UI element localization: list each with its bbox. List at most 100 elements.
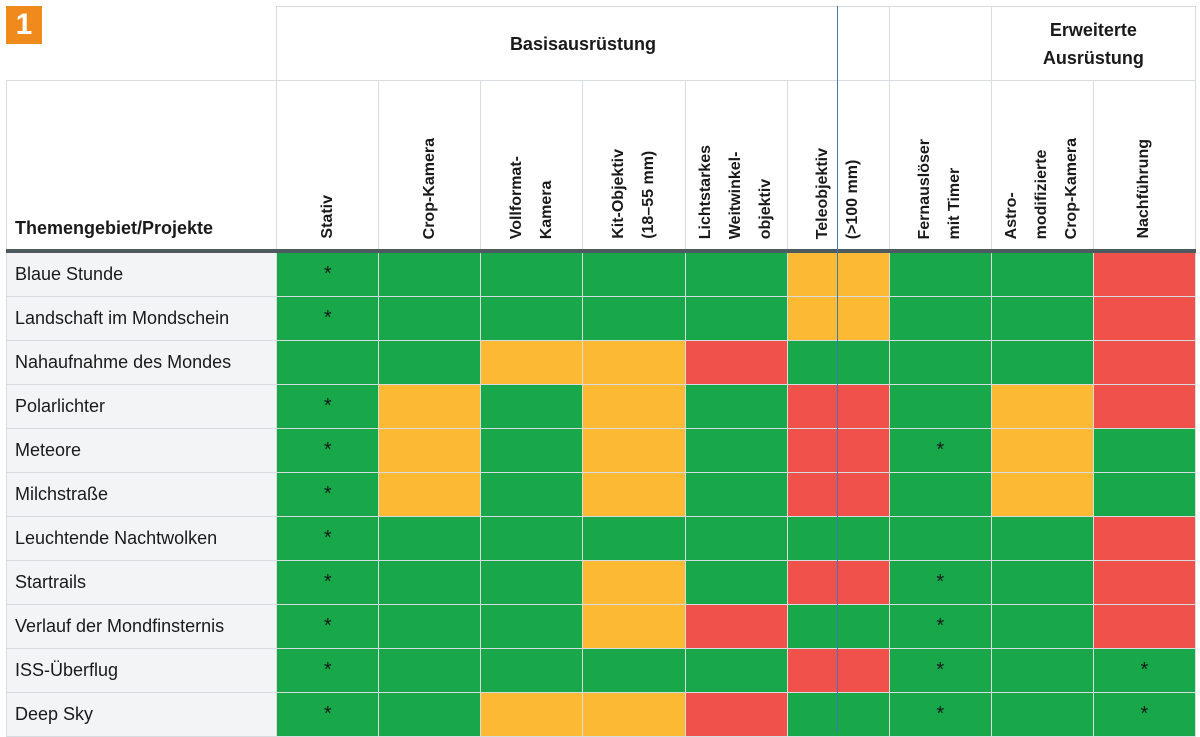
rating-cell [378, 472, 482, 517]
column-header-label: Fernauslöser mit Timer [916, 138, 964, 239]
rating-cell [1092, 384, 1197, 429]
table-body: Blaue Stunde * Landschaft im Mondschein * Na… [5, 250, 1197, 737]
table-row: ISS-Überflug * * * [5, 648, 1197, 693]
table-row: Meteore * * [5, 428, 1197, 473]
rating-cell: * [888, 428, 992, 473]
rating-cell [990, 296, 1094, 341]
column-header-wrap: Astro- modifizierte Crop-Kamera [992, 81, 1092, 247]
column-header: Fernauslöser mit Timer [888, 80, 992, 253]
column-header: Nachführung [1092, 80, 1197, 253]
rating-cell [786, 428, 890, 473]
table-row: Polarlichter * [5, 384, 1197, 429]
rating-cell [684, 648, 788, 693]
rating-cell [786, 472, 890, 517]
rating-cell [480, 648, 584, 693]
rating-cell [1092, 340, 1197, 385]
column-header: Kit-Objektiv (18–55 mm) [582, 80, 686, 253]
rating-cell [1092, 516, 1197, 561]
rating-cell: * [1092, 692, 1197, 737]
rating-cell [990, 560, 1094, 605]
rating-cell [684, 472, 788, 517]
rating-cell [1092, 428, 1197, 473]
rating-cell [888, 296, 992, 341]
rating-cell [990, 384, 1094, 429]
rating-cell [378, 516, 482, 561]
rating-cell: * [888, 560, 992, 605]
rating-cell [480, 604, 584, 649]
rating-cell [888, 250, 992, 297]
rating-cell [1092, 296, 1197, 341]
row-topic-label: Startrails [5, 560, 278, 605]
rating-cell [480, 340, 584, 385]
rating-cell [786, 604, 890, 649]
row-topic-label: Leuchtende Nachtwolken [5, 516, 278, 561]
group-header-blank [888, 6, 992, 81]
rating-cell [684, 340, 788, 385]
rating-cell [990, 692, 1094, 737]
rating-cell: * [276, 516, 380, 561]
rating-cell: * [888, 692, 992, 737]
table-row: Deep Sky * * * [5, 692, 1197, 737]
column-header-label: Nachführung [1135, 139, 1153, 239]
column-header: Teleobjektiv (>100 mm) [786, 80, 890, 253]
rating-cell [378, 340, 482, 385]
row-topic-label: Landschaft im Mondschein [5, 296, 278, 341]
rating-cell [684, 560, 788, 605]
rating-cell: * [276, 250, 380, 297]
rating-cell [990, 250, 1094, 297]
rating-cell [684, 604, 788, 649]
rating-cell [684, 384, 788, 429]
row-topic-label: Blaue Stunde [5, 250, 278, 297]
column-header-wrap: Kit-Objektiv (18–55 mm) [584, 81, 684, 247]
row-topic-label: ISS-Überflug [5, 648, 278, 693]
rating-cell [786, 692, 890, 737]
rating-cell [582, 384, 686, 429]
rating-cell [582, 516, 686, 561]
column-header-wrap: Nachführung [1094, 81, 1194, 247]
figure-number-badge: 1 [6, 6, 42, 44]
rating-cell [378, 428, 482, 473]
rating-cell [990, 648, 1094, 693]
column-header-label: Kit-Objektiv (18–55 mm) [609, 149, 657, 239]
table-row: Blaue Stunde * [5, 250, 1197, 297]
rating-cell [888, 516, 992, 561]
column-header-label: Vollformat- Kamera [507, 155, 555, 239]
rating-cell [480, 384, 584, 429]
table-row: Leuchtende Nachtwolken * [5, 516, 1197, 561]
rating-cell [990, 472, 1094, 517]
table-row: Verlauf der Mondfinsternis * * [5, 604, 1197, 649]
rating-cell [990, 340, 1094, 385]
rating-cell: * [276, 648, 380, 693]
column-header-label: Teleobjektiv (>100 mm) [814, 147, 862, 239]
rating-cell: * [276, 472, 380, 517]
row-topic-label: Polarlichter [5, 384, 278, 429]
rating-cell [684, 692, 788, 737]
rating-cell [378, 692, 482, 737]
rating-cell [582, 472, 686, 517]
table-row: Milchstraße * [5, 472, 1197, 517]
rating-cell [480, 250, 584, 297]
rating-cell [378, 296, 482, 341]
rating-cell [582, 604, 686, 649]
column-header: Lichtstarkes Weitwinkel- objektiv [684, 80, 788, 253]
rating-cell [378, 604, 482, 649]
equipment-matrix-table: Basisausrüstung Erweiterte Ausrüstung Th… [5, 6, 1197, 737]
rating-cell [990, 428, 1094, 473]
rating-cell [1092, 604, 1197, 649]
column-header-label: Astro- modifizierte Crop-Kamera [1003, 137, 1081, 239]
rating-cell [480, 472, 584, 517]
rating-cell [786, 384, 890, 429]
column-header: Crop-Kamera [378, 80, 482, 253]
rating-cell [1092, 560, 1197, 605]
rating-cell: * [888, 604, 992, 649]
divider-line [837, 6, 838, 733]
column-header-wrap: Fernauslöser mit Timer [890, 81, 990, 247]
rating-cell [582, 648, 686, 693]
group-header-erweitert: Erweiterte Ausrüstung [990, 6, 1197, 81]
rating-cell [990, 604, 1094, 649]
row-topic-label: Verlauf der Mondfinsternis [5, 604, 278, 649]
row-topic-label: Deep Sky [5, 692, 278, 737]
header-corner [6, 6, 278, 81]
column-header-wrap: Crop-Kamera [380, 81, 480, 247]
column-header-wrap: Lichtstarkes Weitwinkel- objektiv [686, 81, 786, 247]
